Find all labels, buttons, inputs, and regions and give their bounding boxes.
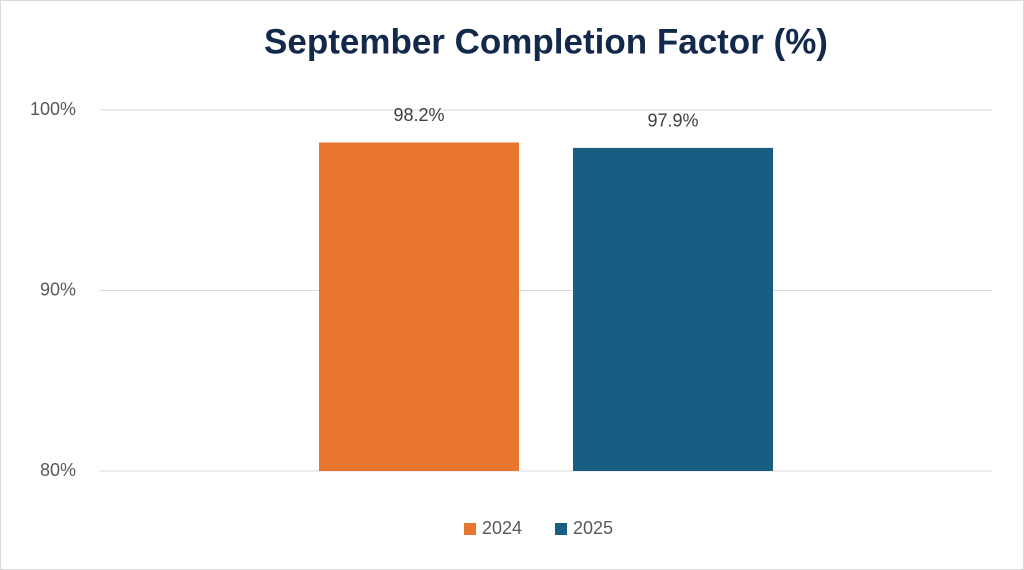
legend-label: 2024 bbox=[482, 518, 522, 538]
y-tick-label: 90% bbox=[40, 279, 76, 299]
y-tick-label: 80% bbox=[40, 460, 76, 480]
data-label: 97.9% bbox=[647, 111, 698, 131]
bar bbox=[573, 147, 773, 471]
chart-title: September Completion Factor (%) bbox=[264, 22, 828, 61]
bar bbox=[319, 142, 519, 472]
legend-swatch bbox=[555, 523, 567, 535]
legend-label: 2025 bbox=[573, 518, 613, 538]
y-tick-label: 100% bbox=[30, 99, 76, 119]
data-label: 98.2% bbox=[393, 105, 444, 125]
legend-swatch bbox=[464, 523, 476, 535]
